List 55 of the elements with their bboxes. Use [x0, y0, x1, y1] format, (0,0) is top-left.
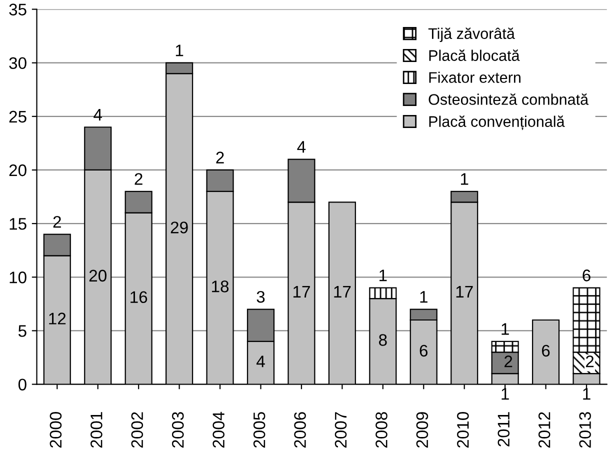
legend-label: Placă blocată	[429, 50, 520, 61]
data-label: 8	[378, 334, 387, 346]
x-tick-label: 2001	[90, 412, 102, 448]
data-label: 1	[460, 173, 468, 185]
y-tick-label: 0	[18, 378, 26, 390]
x-tick-label: 2005	[253, 412, 266, 448]
data-label: 2	[504, 356, 512, 368]
x-tick-label: 2008	[376, 412, 388, 448]
x-tick-label: 2000	[50, 412, 62, 448]
y-tick-label: 25	[9, 110, 26, 123]
x-tick-label: 2004	[212, 412, 224, 448]
data-label: 2	[53, 216, 61, 228]
x-tick-label: 2006	[294, 412, 306, 448]
x-tick-label: 2010	[457, 412, 469, 448]
x-tick-label: 2002	[131, 412, 144, 448]
data-label: 1	[380, 270, 387, 282]
legend-label: Osteosinteză combnată	[428, 93, 589, 105]
data-label: 6	[542, 344, 550, 357]
data-label: 1	[176, 44, 184, 56]
data-label: 1	[583, 388, 590, 400]
data-label: 6	[582, 270, 590, 282]
x-tick-label: 2011	[498, 412, 510, 446]
y-tick-label: 15	[10, 218, 26, 230]
x-tick-label: 2003	[172, 412, 184, 448]
data-label: 16	[130, 291, 148, 304]
data-label: 17	[334, 286, 351, 298]
x-tick-label: 2013	[579, 412, 591, 448]
data-label: 4	[94, 108, 102, 120]
y-tick-label: 35	[9, 4, 26, 16]
x-tick-label: 2012	[538, 412, 550, 448]
y-tick-label: 10	[10, 272, 26, 284]
data-label: 17	[456, 286, 473, 298]
legend-label: Fixator extern	[429, 72, 520, 83]
data-label: 1	[502, 323, 509, 335]
data-label: 2	[216, 152, 224, 164]
data-label: 6	[420, 344, 428, 357]
data-label: 4	[256, 356, 265, 368]
data-label: 1	[502, 388, 509, 400]
x-tick-label: 2009	[416, 412, 428, 448]
y-tick-label: 20	[9, 164, 26, 176]
y-tick-label: 5	[18, 325, 26, 337]
data-label: 20	[89, 270, 106, 282]
data-label: 17	[293, 286, 310, 298]
data-label: 12	[49, 312, 66, 324]
data-label: 2	[134, 173, 142, 185]
data-label: 3	[256, 290, 265, 303]
data-label: 2	[586, 356, 594, 368]
data-label: 4	[297, 141, 306, 153]
data-label: 18	[212, 280, 229, 292]
legend-label: Placă convențională	[429, 116, 565, 130]
data-label: 29	[170, 222, 188, 234]
y-tick-label: 30	[9, 57, 26, 70]
data-label: 1	[420, 291, 428, 303]
x-tick-label: 2007	[334, 412, 347, 448]
legend-label: Tijă zăvorâtă	[428, 28, 515, 42]
